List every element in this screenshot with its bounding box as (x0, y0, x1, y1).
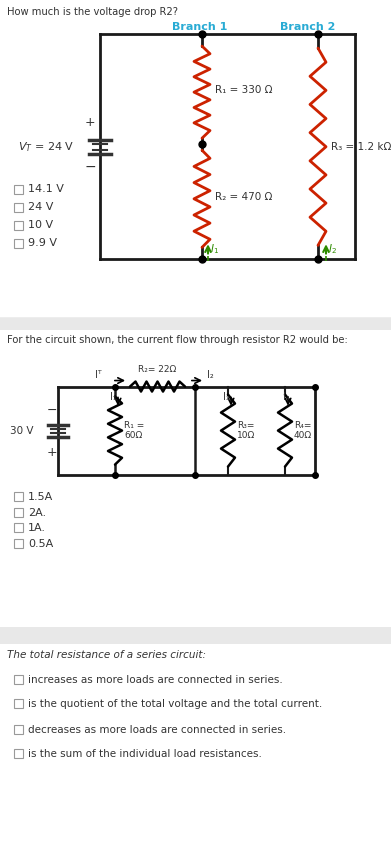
Bar (14, 221, 23, 230)
Text: −: − (84, 160, 96, 174)
Text: Branch 1: Branch 1 (172, 22, 228, 32)
Text: 14.1 V: 14.1 V (28, 184, 64, 194)
Text: increases as more loads are connected in series.: increases as more loads are connected in… (28, 675, 283, 685)
Text: 1.5A: 1.5A (28, 492, 53, 502)
Text: $I_1$: $I_1$ (210, 243, 219, 256)
Bar (14, 725, 23, 734)
Bar (14, 239, 23, 248)
Text: For the circuit shown, the current flow through resistor R2 would be:: For the circuit shown, the current flow … (7, 335, 348, 344)
Text: Iᵀ: Iᵀ (95, 370, 102, 379)
Text: I₃: I₃ (223, 392, 230, 401)
Bar (14, 676, 23, 684)
Bar (14, 185, 23, 193)
Text: 0.5A: 0.5A (28, 538, 53, 549)
Bar (14, 523, 23, 532)
Bar (14, 508, 23, 517)
Text: +: + (47, 446, 57, 459)
Text: 1A.: 1A. (28, 522, 46, 532)
Text: $V_T$ = 24 V: $V_T$ = 24 V (18, 140, 74, 153)
Bar (0, 320, 391, 330)
Text: R₃ = 1.2 kΩ: R₃ = 1.2 kΩ (331, 141, 391, 152)
Text: R₂ = 470 Ω: R₂ = 470 Ω (215, 192, 273, 202)
Text: 2A.: 2A. (28, 508, 46, 518)
Bar (14, 539, 23, 548)
Bar (14, 699, 23, 708)
Bar (14, 750, 23, 758)
Bar (14, 203, 23, 212)
Text: How much is the voltage drop R2?: How much is the voltage drop R2? (7, 7, 178, 17)
Text: is the sum of the individual load resistances.: is the sum of the individual load resist… (28, 749, 262, 759)
Bar (14, 492, 23, 501)
Text: R₁ = 330 Ω: R₁ = 330 Ω (215, 85, 273, 95)
Text: $I_2$: $I_2$ (328, 243, 337, 256)
Bar (0, 635, 391, 644)
Text: Branch 2: Branch 2 (280, 22, 336, 32)
Text: +: + (85, 116, 95, 130)
Text: I₂: I₂ (207, 370, 214, 379)
Text: decreases as more loads are connected in series.: decreases as more loads are connected in… (28, 725, 286, 735)
Text: is the quotient of the total voltage and the total current.: is the quotient of the total voltage and… (28, 699, 322, 709)
Text: 24 V: 24 V (28, 202, 54, 212)
Text: I₁: I₁ (110, 392, 117, 401)
Text: −: − (47, 404, 57, 417)
Text: R₄=
40Ω: R₄= 40Ω (294, 421, 312, 440)
Text: R₂= 22Ω: R₂= 22Ω (138, 365, 177, 373)
Text: 9.9 V: 9.9 V (28, 239, 57, 249)
Bar (0, 627, 391, 635)
Text: R₁ =
60Ω: R₁ = 60Ω (124, 421, 144, 440)
Text: 10 V: 10 V (28, 221, 53, 230)
Text: I₄: I₄ (283, 392, 290, 401)
Text: R₃=
10Ω: R₃= 10Ω (237, 421, 255, 440)
Text: 30 V: 30 V (11, 426, 34, 435)
Text: The total resistance of a series circuit:: The total resistance of a series circuit… (7, 650, 206, 659)
